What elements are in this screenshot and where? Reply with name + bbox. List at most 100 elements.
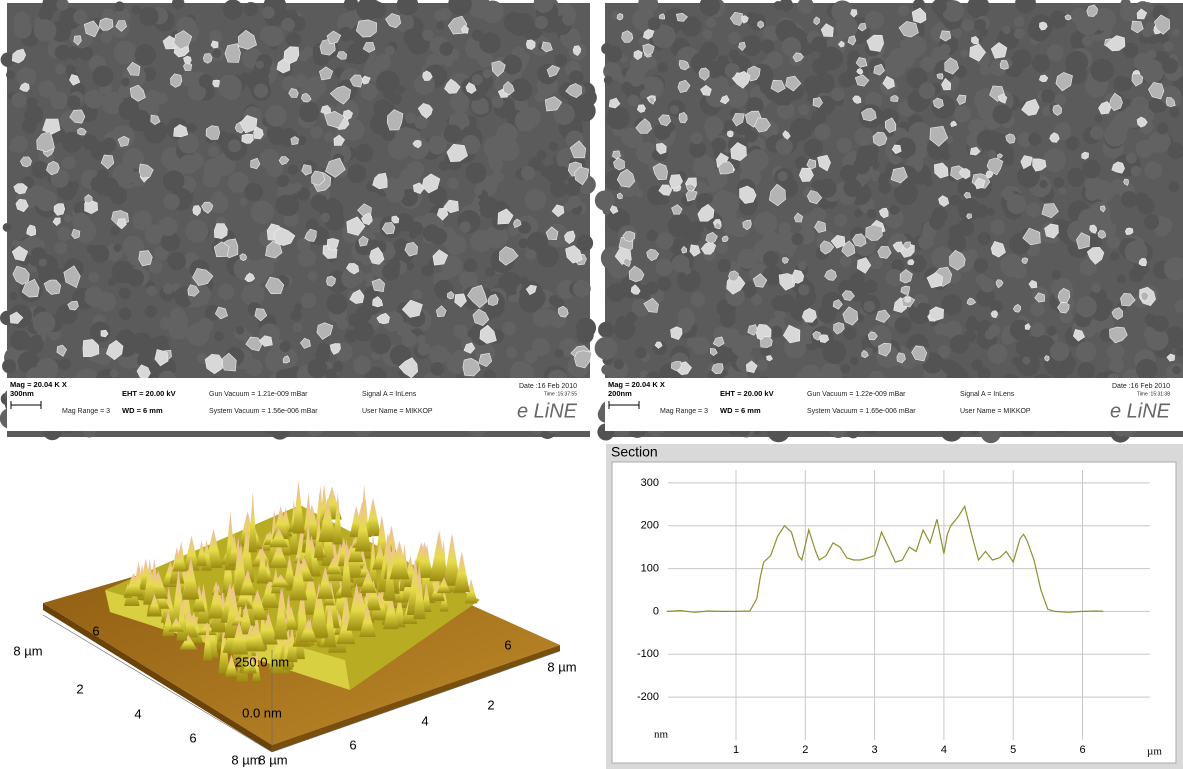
chart-title: Section [611, 444, 658, 460]
grain [459, 221, 470, 232]
grain [293, 322, 303, 332]
grain [817, 178, 836, 197]
grain [798, 284, 809, 295]
grain [635, 189, 643, 197]
grain [729, 49, 740, 60]
grain [1136, 359, 1158, 381]
grain [209, 194, 228, 213]
grain [595, 337, 618, 360]
grain [672, 255, 690, 273]
grain [278, 195, 299, 216]
grain [716, 242, 728, 254]
grain [430, 362, 444, 376]
grain [57, 226, 72, 241]
grain [246, 359, 263, 376]
grain [980, 65, 991, 76]
crystal [1045, 356, 1050, 362]
grain [602, 206, 610, 214]
grain [778, 105, 789, 116]
grain [73, 10, 87, 24]
afm-axis-label: 6 [504, 637, 511, 652]
grain [1032, 54, 1050, 72]
grain [831, 0, 853, 22]
grain [31, 247, 43, 259]
grain [1096, 181, 1115, 200]
grain [482, 69, 491, 78]
grain [311, 194, 328, 211]
grain [470, 230, 492, 252]
section-chart: Section nm µm 3002001000-100-200123456 [606, 444, 1183, 769]
grain [1110, 251, 1120, 261]
grain [301, 293, 317, 309]
grain [34, 19, 57, 42]
grain [472, 74, 483, 85]
grain [640, 90, 648, 98]
grain [1051, 161, 1059, 169]
crystal [225, 44, 241, 63]
grain [223, 0, 243, 20]
info-text: Mag Range = 3 [62, 408, 110, 415]
grain [948, 224, 963, 239]
grain [863, 301, 875, 313]
grain [474, 187, 482, 195]
grain [976, 274, 987, 285]
grain [670, 105, 679, 114]
grain [241, 291, 253, 303]
grain [465, 162, 486, 183]
grain [840, 255, 852, 267]
grain [286, 32, 302, 48]
grain [22, 119, 37, 134]
grain [443, 125, 461, 143]
grain [1026, 202, 1041, 217]
grain [719, 304, 735, 320]
grain [1172, 366, 1181, 375]
grain [1113, 76, 1129, 92]
sem-image: Mag = 20.04 K X300nmMag Range = 3EHT = 2… [0, 0, 597, 440]
grain [55, 45, 71, 61]
grain [455, 100, 468, 113]
afm-panel: 250.0 nm0.0 nm8 µm62468 µm8 µm6428 µm6 [13, 481, 576, 768]
grain [84, 90, 103, 109]
grain [1141, 60, 1165, 84]
grain [324, 131, 335, 142]
grain [1171, 28, 1179, 36]
grain [919, 82, 936, 99]
grain [657, 277, 671, 291]
grain [939, 44, 950, 55]
grain [1010, 319, 1031, 340]
afm-z-label: 0.0 nm [242, 705, 282, 720]
grain [537, 163, 545, 171]
grain [834, 214, 847, 227]
crystal [729, 271, 739, 281]
grain [360, 83, 377, 100]
grain [718, 259, 731, 272]
grain [113, 244, 121, 252]
grain [1082, 35, 1093, 46]
grain [818, 305, 837, 324]
afm-z-label: 250.0 nm [235, 654, 289, 669]
grain [337, 318, 348, 329]
grain [212, 49, 221, 58]
grain [901, 36, 924, 59]
grain [135, 44, 156, 65]
grain [434, 10, 444, 20]
grain [1046, 326, 1056, 336]
grain [761, 39, 775, 53]
grain [964, 330, 976, 342]
grain [525, 189, 547, 211]
grain [139, 7, 158, 26]
grain [218, 75, 242, 99]
grain [114, 41, 138, 65]
grain [256, 61, 264, 69]
grain [916, 303, 930, 317]
grain [756, 359, 768, 371]
grain [712, 138, 727, 153]
grain [1090, 126, 1104, 140]
grain [1147, 50, 1156, 59]
grain [265, 105, 286, 126]
grain [64, 215, 72, 223]
sem-image: Mag = 20.04 K X200nmMag Range = 3EHT = 2… [595, 0, 1183, 443]
grain [186, 323, 209, 346]
grain [950, 296, 959, 305]
grain [1022, 356, 1030, 364]
